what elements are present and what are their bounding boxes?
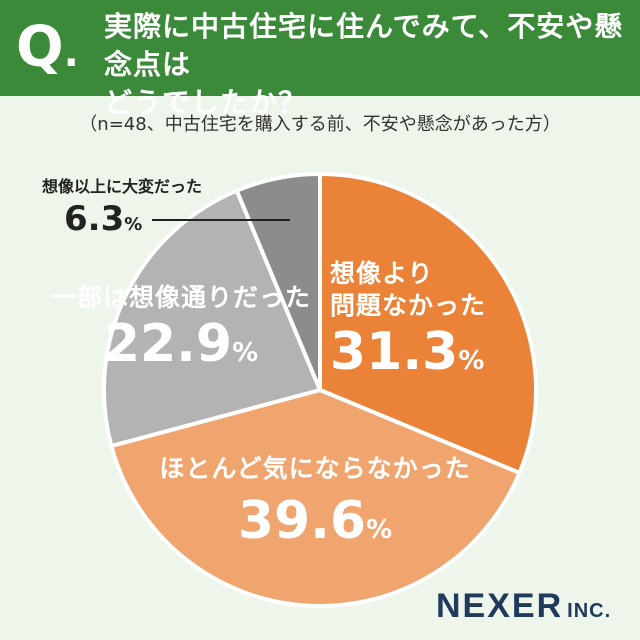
question-line-1: 実際に中古住宅に住んでみて、不安や懸念点は [104,10,624,81]
slice-value-harder: 6.3% [64,199,143,239]
pie-slice-harder [234,172,322,392]
slice-name-no-problem-line2: 問題なかった [330,291,487,320]
slice-label-as-expected: 一部は想像通りだった 22.9% [46,282,316,383]
pie-slice-as-expected [102,188,322,448]
nexer-logo: NEXER INC. [436,587,612,625]
slice-name-as-expected: 一部は想像通りだった [50,283,311,312]
q-mark: Q. [16,15,79,80]
slice-label-not-bothered: ほとんど気にならなかった 39.6% [150,453,480,560]
slice-name-no-problem-line1: 想像より [330,259,434,288]
question-text: 実際に中古住宅に住んでみて、不安や懸念点は どうでしたか？ [104,8,624,122]
slice-label-no-problem: 想像より 問題なかった 31.3% [330,258,486,391]
question-header: Q. 実際に中古住宅に住んでみて、不安や懸念点は どうでしたか？ [0,0,640,119]
pie-slice-no-problem [318,172,538,475]
question-line-2: どうでしたか？ [104,86,308,119]
pie-slice-not-bothered [109,388,522,608]
slice-value-no-problem: 31.3% [330,322,485,382]
slice-value-as-expected: 22.9% [103,314,259,374]
leader-line [152,219,290,221]
sample-note: （n=48、中古住宅を購入する前、不安や懸念があった方） [79,114,561,135]
slice-name-harder: 想像以上に大変だった [42,177,203,196]
slice-value-not-bothered: 39.6% [237,491,393,551]
slice-name-not-bothered: ほとんど気にならなかった [159,454,471,483]
